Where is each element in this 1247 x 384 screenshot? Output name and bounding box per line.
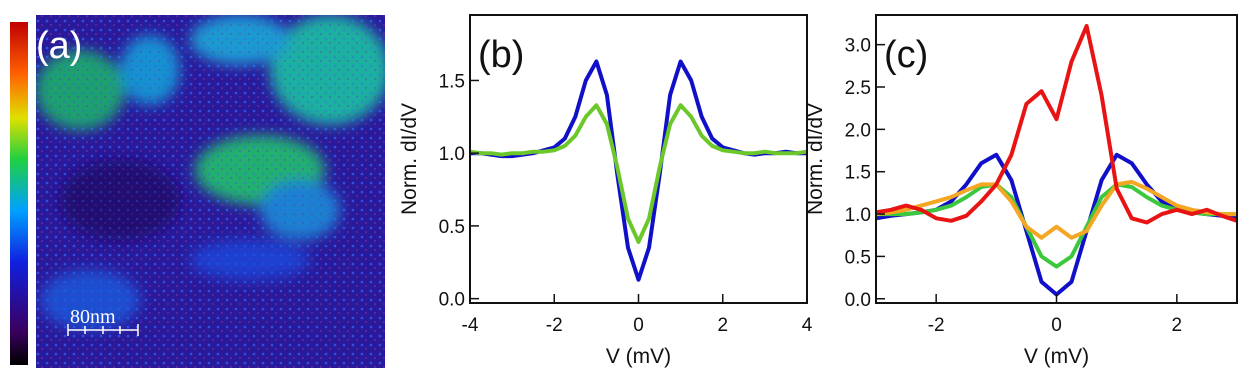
x-axis-label: V (mV) (1024, 345, 1089, 368)
data-line (875, 179, 1237, 240)
y-tick-label: 2.5 (845, 78, 871, 99)
data-line (469, 103, 808, 244)
x-axis-label: V (mV) (606, 345, 671, 368)
data-line (875, 24, 1238, 225)
x-tick-label: -4 (462, 315, 479, 336)
y-tick-label: 1.5 (845, 163, 871, 184)
map-image (36, 15, 385, 368)
panel-label: (a) (36, 25, 82, 67)
y-tick-label: 0.5 (845, 247, 871, 268)
y-axis-label: Norm. dI/dV (804, 103, 827, 215)
plot-frame (875, 14, 1238, 304)
panel-label: (b) (478, 34, 524, 76)
y-tick-label: 3.0 (845, 36, 871, 57)
y-tick-label: 2.0 (845, 120, 871, 141)
x-tick-label: 2 (1172, 315, 1183, 336)
panel-label: (c) (884, 34, 928, 76)
y-tick-label: 1.5 (439, 71, 465, 92)
y-axis-label: Norm. dI/dV (398, 103, 421, 215)
y-tick-label: 0.5 (439, 217, 465, 238)
y-tick-label: 1.0 (845, 205, 871, 226)
x-tick-label: -2 (928, 315, 945, 336)
x-tick-label: 2 (717, 315, 728, 336)
data-line (470, 59, 807, 282)
scale-bar-label: 80nm (70, 306, 116, 328)
x-tick-label: -2 (546, 315, 563, 336)
colorbar (10, 22, 28, 365)
y-tick-label: 0.0 (439, 290, 465, 311)
data-line (875, 152, 1238, 297)
x-tick-label: 0 (1051, 315, 1062, 336)
scale-bar (67, 324, 139, 336)
x-tick-label: 4 (802, 315, 813, 336)
y-tick-label: 1.0 (439, 144, 465, 165)
x-tick-label: 0 (633, 315, 644, 336)
y-tick-label: 0.0 (845, 290, 871, 311)
